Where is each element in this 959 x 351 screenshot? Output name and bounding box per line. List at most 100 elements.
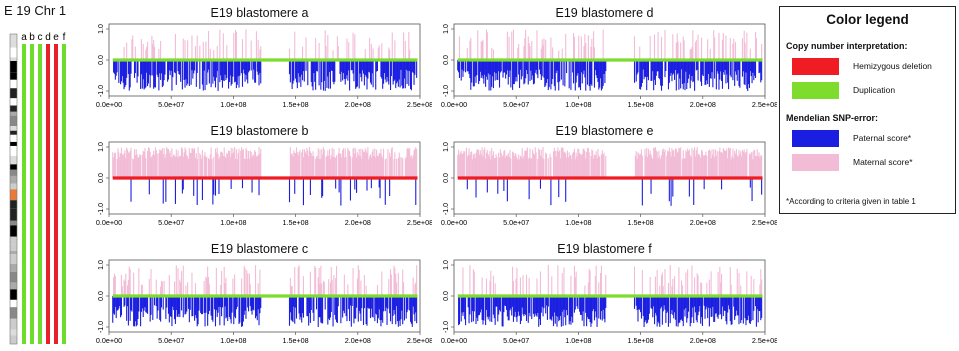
x-tick-label: 0.0e+00 — [441, 218, 467, 227]
ideogram-band — [10, 271, 17, 283]
ideogram-band — [10, 57, 17, 61]
plot-area: 1.0 0.0 -1.0 0.0e+00 5.0e+07 1.0e+08 1.5e+08 2.… — [441, 141, 777, 227]
y-tick-label: 0.0 — [443, 55, 450, 65]
ideogram-band — [10, 60, 17, 73]
y-tick-label: -1.0 — [98, 321, 105, 333]
x-tick-label: 2.0e+08 — [345, 100, 371, 109]
legend-footnote: *According to criteria given in table 1 — [786, 197, 916, 206]
y-tick-label: 1.0 — [443, 142, 450, 152]
paternal-swatch — [792, 130, 839, 147]
x-tick-label: 5.0e+07 — [158, 218, 184, 227]
legend-item-duplication: Duplication — [792, 82, 952, 100]
plot-area: 1.0 0.0 -1.0 0.0e+00 5.0e+07 1.0e+08 1.5e+08 2.… — [96, 23, 432, 109]
plot-area: 1.0 0.0 -1.0 0.0e+00 5.0e+07 1.0e+08 1.5e+08 2.… — [96, 259, 432, 345]
ideogram-band — [10, 189, 17, 201]
y-tick-label: 0.0 — [443, 173, 450, 183]
x-tick-label: 5.0e+07 — [503, 336, 529, 345]
ideogram-band — [10, 111, 17, 116]
x-tick-label: 1.5e+08 — [283, 100, 309, 109]
ideogram-band — [10, 282, 17, 290]
duplication-swatch — [792, 82, 839, 99]
ideogram-band — [10, 335, 17, 344]
ideogram-band — [10, 254, 17, 264]
ideogram-lane — [30, 44, 34, 344]
duplication-label: Duplication — [853, 85, 896, 95]
ideogram-band — [10, 183, 17, 190]
legend-item-maternal: Maternal score* — [792, 154, 952, 172]
panel-title: E19 blastomere d — [555, 6, 654, 20]
ideogram-band — [10, 299, 17, 308]
ideogram-band — [10, 263, 17, 272]
plot-area: 1.0 0.0 -1.0 0.0e+00 5.0e+07 1.0e+08 1.5e+08 2.… — [441, 23, 777, 109]
snp-error-heading: Mendelian SNP-error: — [786, 113, 879, 123]
ideogram-band — [10, 251, 17, 255]
ideogram-band — [10, 220, 17, 226]
figure-title: E 19 Chr 1 — [4, 3, 67, 18]
ideogram-band — [10, 51, 17, 58]
ideogram-lane-label: b — [29, 32, 35, 43]
ideogram-band — [10, 236, 17, 245]
deletion-swatch — [792, 58, 839, 75]
ideogram-band — [10, 307, 17, 319]
y-tick-label: 1.0 — [98, 24, 105, 34]
panel-title: E19 blastomere c — [210, 242, 309, 256]
ideogram-band — [10, 130, 17, 135]
ideogram-band — [10, 79, 17, 89]
ideogram-lane-label: e — [53, 32, 59, 43]
y-tick-label: 1.0 — [443, 260, 450, 270]
ideogram-band — [10, 115, 17, 127]
ideogram-lane-label: d — [45, 32, 51, 43]
ideogram-band — [10, 105, 17, 112]
x-tick-label: 1.0e+08 — [565, 218, 591, 227]
x-tick-label: 2.0e+08 — [345, 218, 371, 227]
x-tick-label: 1.0e+08 — [565, 100, 591, 109]
y-tick-label: 1.0 — [443, 24, 450, 34]
ideogram-band — [10, 225, 17, 237]
ideogram-lane — [22, 44, 26, 344]
plot-area: 1.0 0.0 -1.0 0.0e+00 5.0e+07 1.0e+08 1.5e+08 2.… — [441, 259, 777, 345]
panel-blastomere-f: E19 blastomere f 1.0 0.0 -1.0 0.0e+00 5.0e+0… — [432, 236, 777, 346]
legend-title: Color legend — [826, 12, 909, 27]
maternal-label: Maternal score* — [853, 157, 913, 167]
copy-number-heading: Copy number interpretation: — [786, 41, 908, 51]
ideogram-band — [10, 98, 17, 106]
x-tick-label: 0.0e+00 — [441, 100, 467, 109]
x-tick-label: 5.0e+07 — [503, 100, 529, 109]
ideogram-lane-label: f — [63, 32, 66, 43]
x-tick-label: 1.0e+08 — [220, 100, 246, 109]
y-tick-label: -1.0 — [98, 203, 105, 215]
x-tick-label: 2.0e+08 — [690, 100, 716, 109]
ideogram-band — [10, 155, 17, 165]
paternal-label: Paternal score* — [853, 133, 912, 143]
ideogram-lane-label: a — [21, 32, 27, 43]
ideogram-band — [10, 208, 17, 221]
ideogram-lane-label: c — [38, 32, 43, 43]
x-tick-label: 1.0e+08 — [565, 336, 591, 345]
x-tick-label: 1.5e+08 — [283, 336, 309, 345]
y-tick-label: 0.0 — [98, 173, 105, 183]
panel-title: E19 blastomere f — [557, 242, 652, 256]
ideogram-lane — [54, 44, 58, 344]
deletion-label: Hemizygous deletion — [853, 61, 932, 71]
ideogram-band — [10, 88, 17, 99]
panel-title: E19 blastomere e — [555, 124, 654, 138]
ideogram-lane — [46, 44, 50, 344]
ideogram-lane — [38, 44, 42, 344]
y-tick-label: -1.0 — [443, 85, 450, 97]
x-tick-label: 1.5e+08 — [283, 218, 309, 227]
color-legend: Color legend Copy number interpretation:… — [779, 6, 956, 214]
x-tick-label: 1.5e+08 — [628, 218, 654, 227]
ideogram-band — [10, 164, 17, 170]
ideogram-band — [10, 289, 17, 300]
panel-title: E19 blastomere b — [210, 124, 309, 138]
x-tick-label: 1.0e+08 — [220, 336, 246, 345]
legend-item-deletion: Hemizygous deletion — [792, 58, 952, 76]
ideogram-lane — [62, 44, 66, 344]
y-tick-label: 0.0 — [98, 291, 105, 301]
y-tick-label: 0.0 — [443, 291, 450, 301]
ideogram-band — [10, 329, 17, 336]
panel-title: E19 blastomere a — [210, 6, 309, 20]
x-tick-label: 2.5e+08 — [752, 336, 777, 345]
ideogram-band — [10, 318, 17, 330]
